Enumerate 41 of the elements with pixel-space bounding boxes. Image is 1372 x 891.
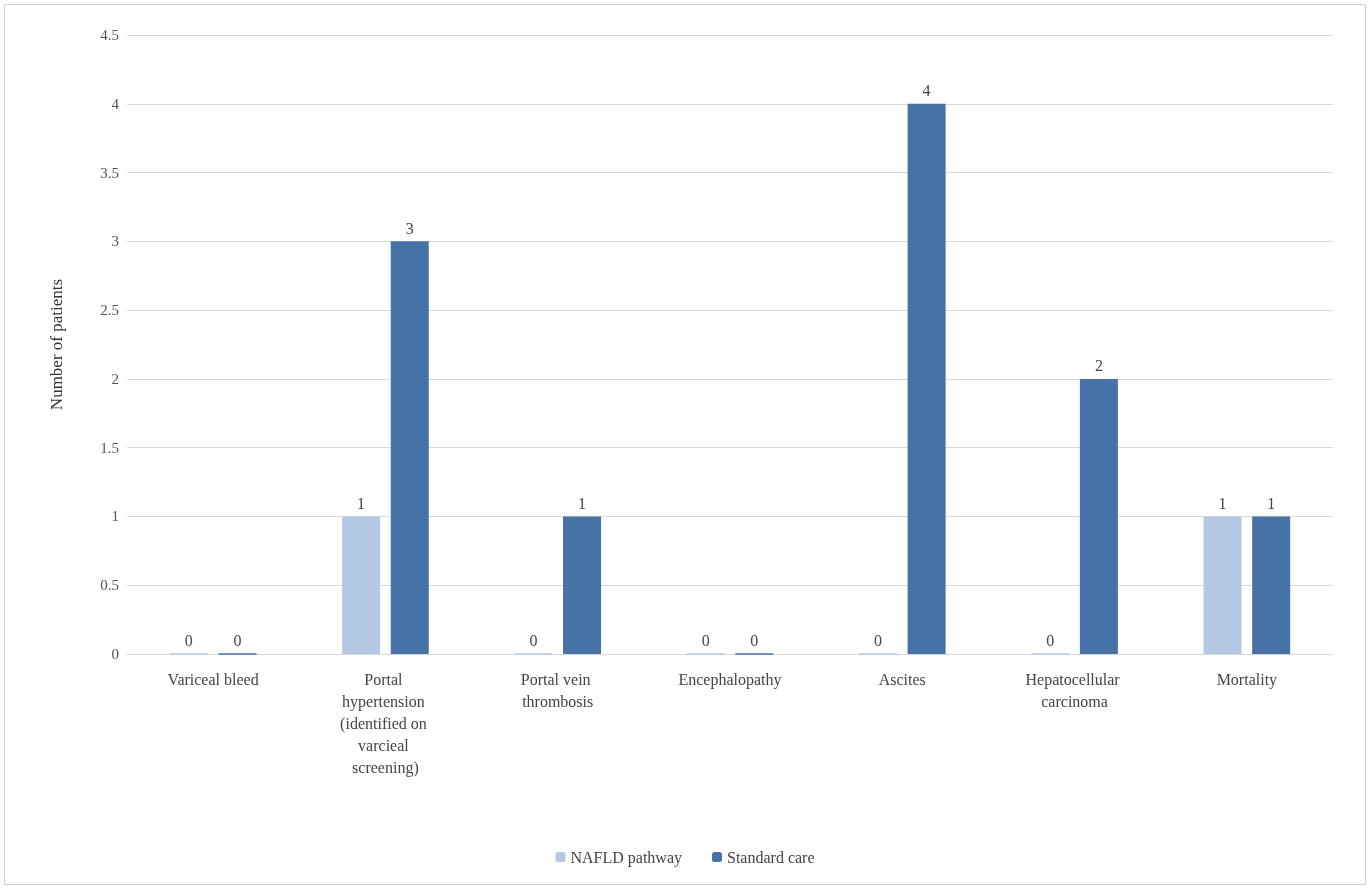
bar [563, 516, 602, 654]
x-tick-label: Portal hypertension (identified on varcieal screening) [340, 670, 431, 777]
data-label: 0 [233, 632, 242, 649]
x-tick-label: Ascites [878, 670, 926, 688]
y-tick-label: 0 [111, 646, 119, 662]
bar [1252, 516, 1291, 654]
data-label: 3 [405, 219, 414, 237]
data-label: 0 [184, 632, 193, 649]
data-label: 0 [529, 632, 538, 649]
data-label: 2 [1094, 357, 1103, 375]
y-tick-label: 3 [111, 233, 119, 250]
y-tick-label: 1.5 [100, 439, 119, 456]
bar [390, 241, 429, 654]
bar [342, 516, 381, 654]
data-label: 1 [1267, 494, 1276, 512]
x-tick-label: Variceal bleed [167, 670, 259, 688]
legend-label: NAFLD pathway [570, 848, 683, 867]
data-label: 1 [357, 494, 366, 512]
y-tick-label: 2 [111, 370, 119, 387]
x-tick-label: Portal vein thrombosis [520, 670, 595, 710]
y-tick-label: 4.5 [100, 27, 119, 43]
y-tick-label: 1 [111, 508, 119, 525]
y-tick-label: 4 [111, 95, 120, 112]
data-label: 0 [1046, 632, 1055, 649]
bar [1079, 378, 1118, 654]
x-tick-label: Encephalopathy [678, 670, 782, 689]
x-tick-label: Hepatocellular carcinoma [1025, 670, 1124, 710]
bar [1203, 516, 1242, 654]
y-tick-label: 0.5 [100, 577, 119, 594]
legend-label: Standard care [727, 848, 815, 866]
y-tick-label: 3.5 [100, 164, 119, 181]
bar [907, 103, 946, 654]
data-label: 0 [873, 632, 882, 649]
x-tick-label: Mortality [1216, 670, 1278, 689]
y-tick-label: 2.5 [100, 302, 119, 319]
data-label: 4 [922, 82, 931, 100]
data-label: 0 [750, 632, 759, 649]
data-label: 1 [578, 494, 587, 512]
y-axis-title: Number of patients [47, 278, 66, 411]
data-label: 0 [701, 632, 710, 649]
data-label: 1 [1218, 494, 1227, 512]
